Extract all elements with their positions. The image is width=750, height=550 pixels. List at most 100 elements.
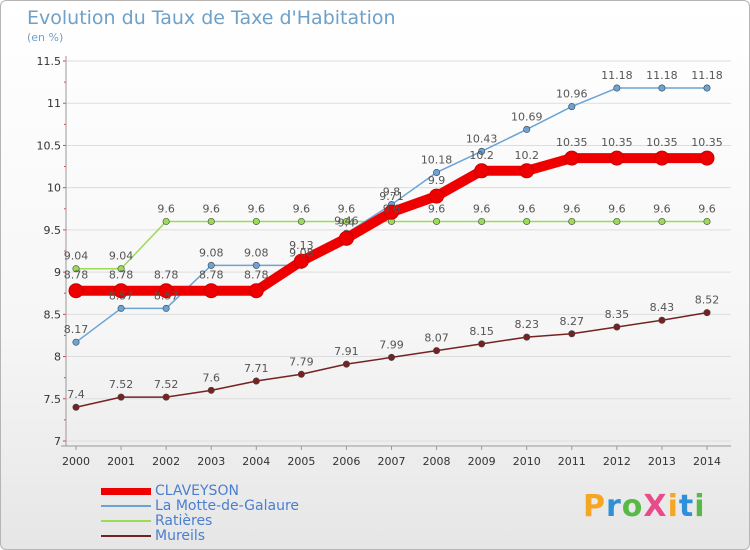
data-point xyxy=(703,309,711,317)
data-point xyxy=(523,217,531,225)
y-tick-label: 9 xyxy=(54,266,61,279)
x-tick-label: 2000 xyxy=(62,455,90,468)
data-point xyxy=(252,377,260,385)
data-label: 9.6 xyxy=(383,202,401,215)
data-label: 8.78 xyxy=(199,269,224,282)
data-point xyxy=(162,217,170,225)
data-point xyxy=(519,163,535,179)
x-tick-label: 2006 xyxy=(332,455,360,468)
data-point xyxy=(564,150,580,166)
data-label: 9.08 xyxy=(289,246,314,259)
data-label: 8.35 xyxy=(605,308,630,321)
y-tick-label: 11.5 xyxy=(37,55,62,68)
data-point xyxy=(384,204,399,220)
data-point xyxy=(207,261,215,269)
data-label: 10.35 xyxy=(646,136,678,149)
data-point xyxy=(568,217,576,225)
data-point xyxy=(117,393,125,401)
data-point xyxy=(338,230,354,246)
data-label: 8.27 xyxy=(560,315,585,328)
data-label: 9.04 xyxy=(64,250,89,263)
data-label: 8.52 xyxy=(695,294,720,307)
data-point xyxy=(72,265,80,273)
data-point xyxy=(248,283,264,299)
data-point xyxy=(703,84,711,92)
data-point xyxy=(654,150,670,166)
data-label: 8.43 xyxy=(650,301,675,314)
data-point xyxy=(117,265,125,273)
x-tick-label: 2011 xyxy=(558,455,586,468)
data-point xyxy=(342,360,350,368)
data-label: 9.6 xyxy=(248,202,266,215)
data-point xyxy=(523,125,531,133)
data-point xyxy=(68,283,84,299)
data-label: 9.6 xyxy=(653,202,671,215)
data-point xyxy=(474,163,490,179)
data-label: 10.35 xyxy=(601,136,633,149)
data-point xyxy=(478,340,486,348)
data-point xyxy=(203,283,219,299)
data-label: 8.78 xyxy=(64,269,89,282)
data-point xyxy=(433,168,441,176)
data-label: 9.6 xyxy=(563,202,581,215)
data-label: 8.57 xyxy=(109,289,134,302)
data-label: 8.57 xyxy=(154,289,179,302)
x-tick-label: 2012 xyxy=(603,455,631,468)
data-point xyxy=(252,217,260,225)
legend-swatch xyxy=(101,488,151,495)
data-point xyxy=(658,316,666,324)
data-point xyxy=(433,217,441,225)
y-tick-label: 10 xyxy=(47,182,61,195)
data-point xyxy=(387,353,395,361)
data-point xyxy=(158,283,174,299)
data-label: 8.78 xyxy=(109,269,134,282)
data-label: 10.96 xyxy=(556,88,588,101)
data-point xyxy=(297,217,305,225)
data-label: 9.8 xyxy=(383,186,401,199)
x-tick-label: 2002 xyxy=(152,455,180,468)
legend-swatch xyxy=(101,535,151,537)
data-point xyxy=(297,370,305,378)
y-tick-label: 9.5 xyxy=(44,224,62,237)
y-tick-label: 7.5 xyxy=(44,393,62,406)
data-label: 11.18 xyxy=(646,69,678,82)
x-tick-label: 2010 xyxy=(513,455,541,468)
data-label: 9.6 xyxy=(293,202,311,215)
data-label: 7.99 xyxy=(379,338,404,351)
data-label: 9.6 xyxy=(157,202,175,215)
data-label: 8.78 xyxy=(244,269,269,282)
proxiti-logo: ProXiti xyxy=(583,489,706,524)
data-point xyxy=(72,338,80,346)
y-tick-label: 11 xyxy=(47,97,61,110)
data-label: 10.43 xyxy=(466,132,498,145)
data-point xyxy=(252,261,260,269)
data-label: 11.18 xyxy=(691,69,723,82)
data-label: 9.6 xyxy=(428,202,446,215)
data-point xyxy=(658,84,666,92)
data-point xyxy=(117,304,125,312)
legend-swatch xyxy=(101,520,151,522)
data-point xyxy=(613,217,621,225)
x-tick-label: 2004 xyxy=(242,455,270,468)
data-label: 10.35 xyxy=(556,136,588,149)
data-label: 8.15 xyxy=(469,325,494,338)
data-label: 9.04 xyxy=(109,250,134,263)
data-label: 7.6 xyxy=(202,371,220,384)
data-point xyxy=(478,217,486,225)
data-label: 7.4 xyxy=(67,388,85,401)
data-point xyxy=(433,347,441,355)
data-point xyxy=(342,217,350,225)
x-tick-label: 2008 xyxy=(423,455,451,468)
data-label: 9.4 xyxy=(338,216,356,229)
x-tick-label: 2007 xyxy=(378,455,406,468)
y-tick-label: 8.5 xyxy=(44,308,62,321)
x-tick-label: 2013 xyxy=(648,455,676,468)
data-label: 9.6 xyxy=(518,202,536,215)
data-label: 9.6 xyxy=(202,202,220,215)
x-tick-label: 2001 xyxy=(107,455,135,468)
data-label: 10.69 xyxy=(511,110,543,123)
data-label: 7.79 xyxy=(289,355,314,368)
data-label: 10.18 xyxy=(421,153,453,166)
legend-swatch xyxy=(101,505,151,507)
